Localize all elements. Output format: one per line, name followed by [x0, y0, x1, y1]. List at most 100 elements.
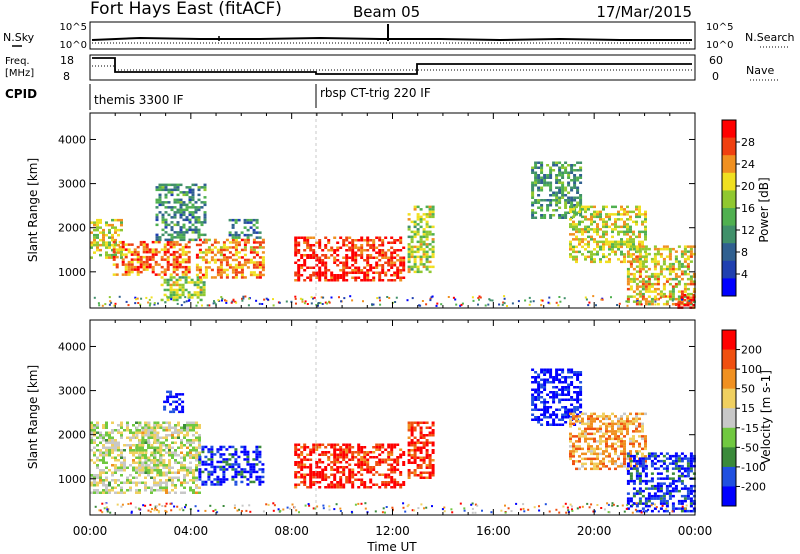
- velocity-cell: [602, 462, 605, 466]
- velocity-cell: [272, 502, 275, 505]
- velocity-cell: [114, 486, 117, 489]
- power-cell: [531, 216, 535, 219]
- velocity-cell: [647, 492, 651, 495]
- velocity-cell: [623, 442, 626, 446]
- power-cell: [540, 164, 544, 167]
- power-cell: [584, 258, 587, 261]
- velocity-cell: [620, 420, 623, 423]
- power-cell: [393, 261, 397, 264]
- power-cell: [413, 233, 417, 236]
- velocity-cell: [210, 445, 214, 449]
- velocity-cell: [339, 466, 343, 469]
- velocity-cell: [108, 484, 111, 487]
- velocity-cell: [195, 446, 198, 449]
- power-cell: [195, 268, 199, 272]
- power-cell: [635, 220, 638, 224]
- power-cell: [313, 296, 316, 299]
- velocity-cell: [117, 454, 120, 457]
- power-cell: [202, 283, 206, 287]
- velocity-cell: [567, 411, 571, 414]
- power-cell: [93, 241, 96, 244]
- velocity-cell: [357, 458, 361, 461]
- velocity-cell: [156, 436, 160, 439]
- velocity-cell: [614, 462, 617, 466]
- power-cell: [537, 174, 541, 177]
- power-cell: [194, 221, 198, 224]
- power-cell: [366, 271, 370, 274]
- velocity-cell: [99, 434, 102, 437]
- velocity-cell: [569, 412, 572, 416]
- power-cell: [584, 215, 587, 219]
- power-cell: [195, 243, 199, 247]
- power-cell: [384, 256, 388, 259]
- power-cell: [428, 260, 432, 264]
- velocity-cell: [375, 443, 379, 446]
- power-cell: [193, 281, 197, 284]
- velocity-cell: [294, 471, 298, 474]
- power-cell: [419, 243, 423, 246]
- velocity-cell: [129, 464, 132, 467]
- noise-sky-line: [91, 36, 692, 42]
- velocity-cell: [105, 506, 108, 509]
- power-cell: [537, 189, 541, 192]
- velocity-cell: [159, 441, 163, 444]
- velocity-cell: [153, 489, 156, 492]
- velocity-cell: [261, 470, 265, 474]
- power-cell: [671, 297, 675, 301]
- velocity-cell: [605, 455, 608, 458]
- velocity-cell: [626, 479, 630, 483]
- velocity-cell: [333, 446, 337, 449]
- velocity-cell: [543, 368, 547, 371]
- power-cell: [662, 260, 666, 263]
- power-cell: [133, 250, 137, 254]
- velocity-cell: [169, 390, 173, 394]
- velocity-cell: [108, 451, 111, 454]
- power-cell: [178, 283, 182, 287]
- power-cell: [447, 296, 450, 298]
- power-cell: [130, 243, 134, 246]
- velocity-cell: [117, 444, 120, 447]
- power-cell: [213, 261, 217, 264]
- velocity-cell: [165, 446, 168, 449]
- velocity-cell: [159, 481, 162, 484]
- velocity-cell: [558, 401, 562, 404]
- power-cell: [431, 248, 435, 251]
- power-cell: [573, 179, 577, 182]
- power-cell: [204, 273, 208, 277]
- velocity-cell: [153, 426, 156, 429]
- velocity-cell: [236, 509, 239, 512]
- velocity-cell: [471, 511, 474, 514]
- velocity-cell: [309, 483, 313, 486]
- velocity-cell: [692, 459, 696, 463]
- velocity-cell: [93, 479, 96, 482]
- power-cell: [173, 211, 177, 214]
- velocity-cell: [378, 443, 382, 446]
- power-cell: [686, 282, 690, 286]
- power-cell: [342, 244, 346, 247]
- power-cell: [244, 295, 247, 298]
- power-cell: [312, 254, 316, 257]
- power-cell: [567, 196, 571, 199]
- velocity-cell: [192, 474, 195, 477]
- velocity-cell: [111, 436, 114, 439]
- velocity-cell: [671, 454, 675, 458]
- velocity-cell: [443, 510, 446, 513]
- velocity-cell: [252, 480, 256, 484]
- velocity-cell: [576, 408, 580, 411]
- velocity-cell: [258, 480, 262, 484]
- power-cell: [176, 223, 180, 227]
- power-cell: [312, 256, 316, 259]
- velocity-cell: [330, 466, 334, 469]
- velocity-cell: [592, 510, 595, 513]
- velocity-cell: [117, 449, 120, 452]
- power-cell: [689, 301, 693, 304]
- power-cell: [204, 276, 208, 279]
- noise-right-tick-high: 10^5: [706, 22, 733, 33]
- velocity-cell: [581, 412, 584, 416]
- power-cell: [576, 169, 580, 172]
- velocity-cell: [141, 434, 145, 437]
- velocity-cell: [333, 453, 337, 456]
- velocity-cell: [680, 472, 684, 475]
- power-cell: [354, 269, 358, 272]
- velocity-cell: [674, 487, 678, 490]
